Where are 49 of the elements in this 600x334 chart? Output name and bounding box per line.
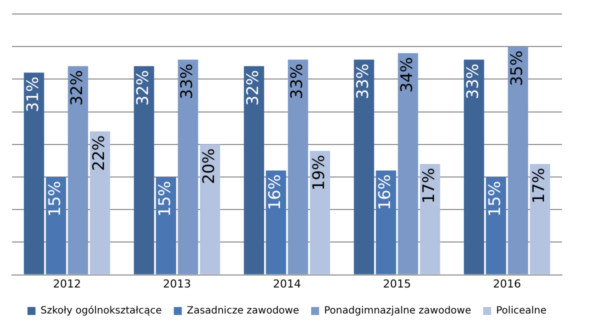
bar [486,177,506,274]
data-label: 33% [287,64,306,100]
x-tick-label: 2012 [53,277,81,290]
data-label: 33% [353,64,372,100]
bar [46,177,66,274]
bar [398,53,418,274]
bar [420,164,440,274]
bar [508,46,528,274]
legend-label: Szkoły ogólnokształcące [40,306,162,317]
x-tick-label: 2013 [163,277,191,290]
bar [288,60,308,274]
bar [24,72,44,274]
data-label: 15% [155,181,174,217]
legend-label: Zasadnicze zawodowe [186,306,300,317]
data-label: 22% [89,135,108,171]
bar [68,66,88,274]
bar [90,131,110,274]
legend-label: Policealne [496,306,547,317]
data-label: 34% [397,57,416,93]
data-label: 16% [375,174,394,210]
x-tick-label: 2015 [383,277,411,290]
data-label: 17% [419,168,438,204]
data-label: 19% [309,154,328,190]
bar [354,60,374,274]
bar [244,66,264,274]
data-label: 32% [133,70,152,106]
data-label: 33% [463,64,482,100]
data-label: 15% [45,181,64,217]
data-label: 16% [265,174,284,210]
bar [156,177,176,274]
x-tick-label: 2014 [273,277,301,290]
bar [266,170,286,274]
data-label: 20% [199,148,218,184]
data-label: 32% [243,70,262,106]
bar [376,170,396,274]
bar [134,66,154,274]
bar [530,164,550,274]
bar [464,60,484,274]
bar [200,144,220,274]
data-label: 31% [23,76,42,112]
data-label: 15% [485,181,504,217]
legend-label: Ponadgimnazjalne zawodowe [324,306,472,317]
x-tick-label: 2016 [493,277,521,290]
data-label: 32% [67,70,86,106]
data-label: 33% [177,64,196,100]
data-label: 35% [507,50,526,86]
bar [310,150,330,274]
bar [178,60,198,274]
data-label: 17% [529,168,548,204]
